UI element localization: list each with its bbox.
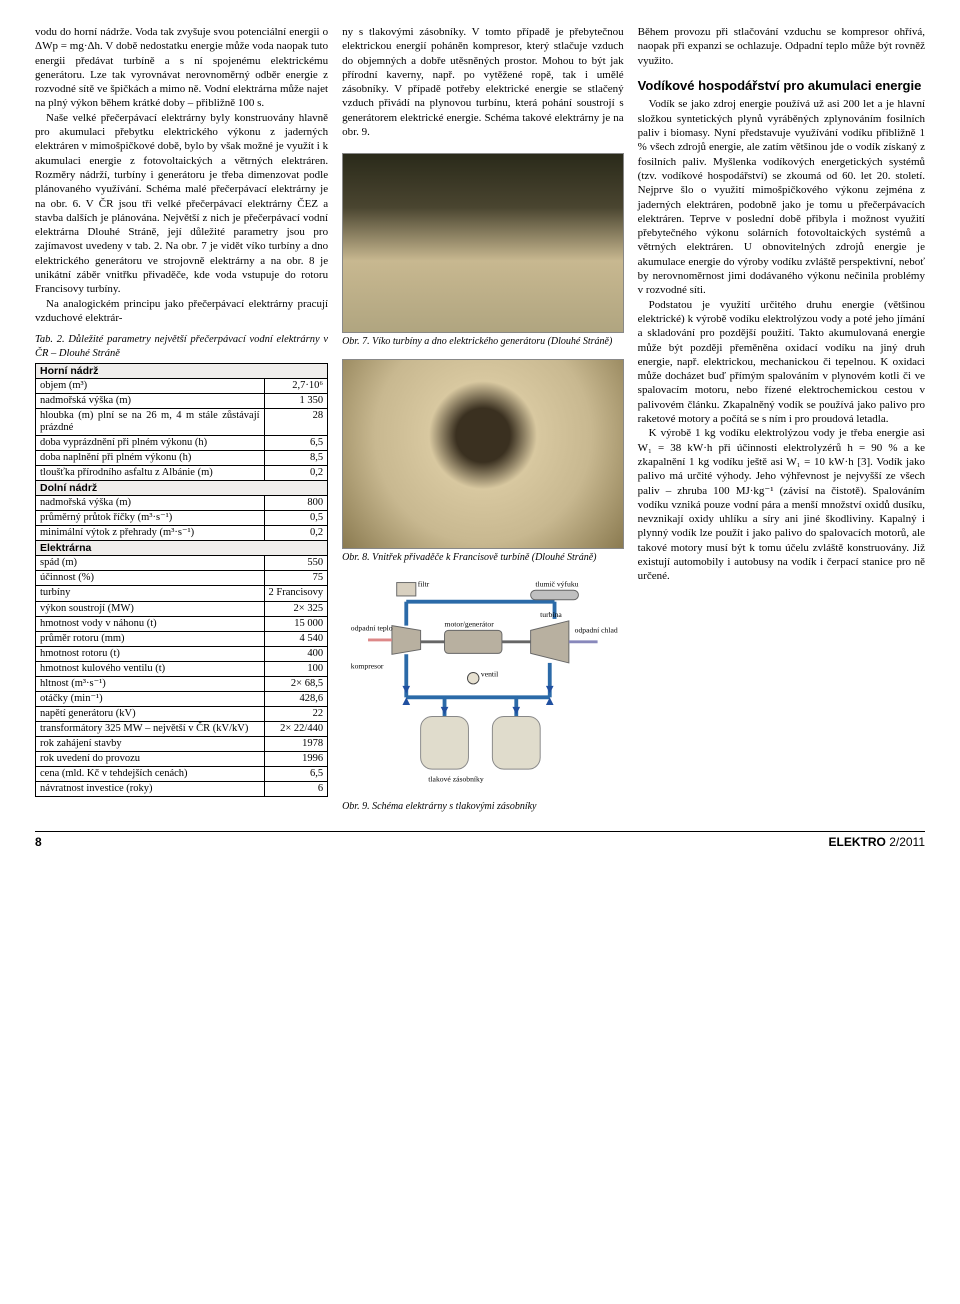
table-cell: 2 Francisovy: [264, 586, 328, 601]
table-cell: 22: [264, 706, 328, 721]
table-cell: rok zahájení stavby: [36, 737, 265, 752]
table-cell: rok uvedení do provozu: [36, 752, 265, 767]
diagram-label: ventil: [481, 670, 498, 679]
table-cell: nadmořská výška (m): [36, 393, 265, 408]
publication-label: ELEKTRO 2/2011: [829, 835, 926, 851]
table-cell: účinnost (%): [36, 571, 265, 586]
table-cell: hmotnost rotoru (t): [36, 646, 265, 661]
table-cell: průměr rotoru (mm): [36, 631, 265, 646]
diagram-label: tlakové zásobníky: [428, 775, 484, 784]
table-cell: 2,7·10⁶: [264, 378, 328, 393]
figure-image: [342, 359, 624, 549]
table-cell: napětí generátoru (kV): [36, 706, 265, 721]
paragraph: Vodík se jako zdroj energie používá už a…: [638, 97, 925, 297]
table-caption: Tab. 2. Důležité parametry největší přeč…: [35, 333, 328, 360]
diagram-label: tlumič výfuku: [535, 580, 578, 589]
table-cell: 1978: [264, 737, 328, 752]
table-cell: 1996: [264, 752, 328, 767]
table-cell: hmotnost kulového ventilu (t): [36, 661, 265, 676]
column-2: ny s tlakovými zásobníky. V tomto případ…: [342, 25, 624, 813]
table-cell: hmotnost vody v náhonu (t): [36, 616, 265, 631]
table-section: Elektrárna: [36, 541, 328, 556]
table-cell: 2× 22/440: [264, 722, 328, 737]
table-cell: 6,5: [264, 767, 328, 782]
table-cell: 28: [264, 408, 328, 435]
body-columns: vodu do horní nádrže. Voda tak zvyšuje s…: [35, 25, 925, 813]
table-cell: objem (m³): [36, 378, 265, 393]
table-cell: 2× 325: [264, 601, 328, 616]
table-cell: 15 000: [264, 616, 328, 631]
paragraph: K výrobě 1 kg vodíku elektrolýzou vody j…: [638, 426, 925, 583]
figure-8: Obr. 8. Vnitřek přivaděče k Francisově t…: [342, 359, 624, 564]
table-cell: 400: [264, 646, 328, 661]
diagram-label: turbína: [540, 610, 562, 619]
table-cell: 2× 68,5: [264, 676, 328, 691]
figure-caption: Obr. 9. Schéma elektrárny s tlakovými zá…: [342, 800, 624, 813]
diagram-label: odpadní teplo: [351, 624, 393, 633]
table-cell: transformátory 325 MW – největší v ČR (k…: [36, 722, 265, 737]
table-cell: turbíny: [36, 586, 265, 601]
figure-image: [342, 153, 624, 333]
paragraph: Naše velké přečerpávací elektrárny byly …: [35, 111, 328, 297]
table-cell: doba vyprázdnění při plném výkonu (h): [36, 435, 265, 450]
paragraph: vodu do horní nádrže. Voda tak zvyšuje s…: [35, 25, 328, 111]
paragraph: Na analogickém principu jako přečerpávac…: [35, 297, 328, 326]
table-cell: 6,5: [264, 435, 328, 450]
figure-9-diagram: filtr tlumič výfuku kompresor motor/gene…: [342, 573, 624, 793]
table-cell: 100: [264, 661, 328, 676]
table-cell: návratnost investice (roky): [36, 782, 265, 797]
table-cell: tloušťka přírodního asfaltu z Albánie (m…: [36, 465, 265, 480]
table-cell: 75: [264, 571, 328, 586]
figure-caption: Obr. 8. Vnitřek přivaděče k Francisově t…: [342, 551, 624, 564]
diagram-label: odpadní chlad: [575, 626, 618, 635]
figure-7: Obr. 7. Víko turbíny a dno elektrického …: [342, 153, 624, 348]
table-cell: 0,2: [264, 465, 328, 480]
paragraph: Během provozu při stlačování vzduchu se …: [638, 25, 925, 68]
table-cell: 0,5: [264, 511, 328, 526]
paragraph: ny s tlakovými zásobníky. V tomto případ…: [342, 25, 624, 139]
table-cell: hltnost (m³·s⁻¹): [36, 676, 265, 691]
column-3: Během provozu při stlačování vzduchu se …: [638, 25, 925, 813]
page-number: 8: [35, 835, 42, 851]
table-cell: hloubka (m) plní se na 26 m, 4 m stále z…: [36, 408, 265, 435]
column-1: vodu do horní nádrže. Voda tak zvyšuje s…: [35, 25, 328, 813]
table-cell: nadmořská výška (m): [36, 496, 265, 511]
figure-caption: Obr. 7. Víko turbíny a dno elektrického …: [342, 335, 624, 348]
table-cell: výkon soustrojí (MW): [36, 601, 265, 616]
page-footer: 8 ELEKTRO 2/2011: [35, 831, 925, 851]
table-cell: 0,2: [264, 526, 328, 541]
table-cell: doba naplnění při plném výkonu (h): [36, 450, 265, 465]
table-section: Horní nádrž: [36, 363, 328, 378]
table-cell: cena (mld. Kč v tehdejších cenách): [36, 767, 265, 782]
table-section: Dolní nádrž: [36, 481, 328, 496]
table-cell: 8,5: [264, 450, 328, 465]
diagram-label: filtr: [418, 580, 430, 589]
diagram-label: kompresor: [351, 662, 384, 671]
page: vodu do horní nádrže. Voda tak zvyšuje s…: [35, 25, 925, 850]
table-cell: otáčky (min⁻¹): [36, 691, 265, 706]
table-cell: 550: [264, 556, 328, 571]
section-heading: Vodíkové hospodářství pro akumulaci ener…: [638, 78, 925, 94]
table-cell: 1 350: [264, 393, 328, 408]
parameters-table: Horní nádrž objem (m³)2,7·10⁶ nadmořská …: [35, 363, 328, 798]
diagram-label: motor/generátor: [445, 620, 495, 629]
issue-number: 2/2011: [889, 835, 925, 849]
publication-name: ELEKTRO: [829, 835, 886, 849]
paragraph: Podstatou je využití určitého druhu ener…: [638, 298, 925, 427]
table-cell: 6: [264, 782, 328, 797]
table-cell: spád (m): [36, 556, 265, 571]
table-cell: minimální výtok z přehrady (m³·s⁻¹): [36, 526, 265, 541]
table-cell: 428,6: [264, 691, 328, 706]
table-cell: průměrný průtok říčky (m³·s⁻¹): [36, 511, 265, 526]
table-cell: 800: [264, 496, 328, 511]
table-cell: 4 540: [264, 631, 328, 646]
